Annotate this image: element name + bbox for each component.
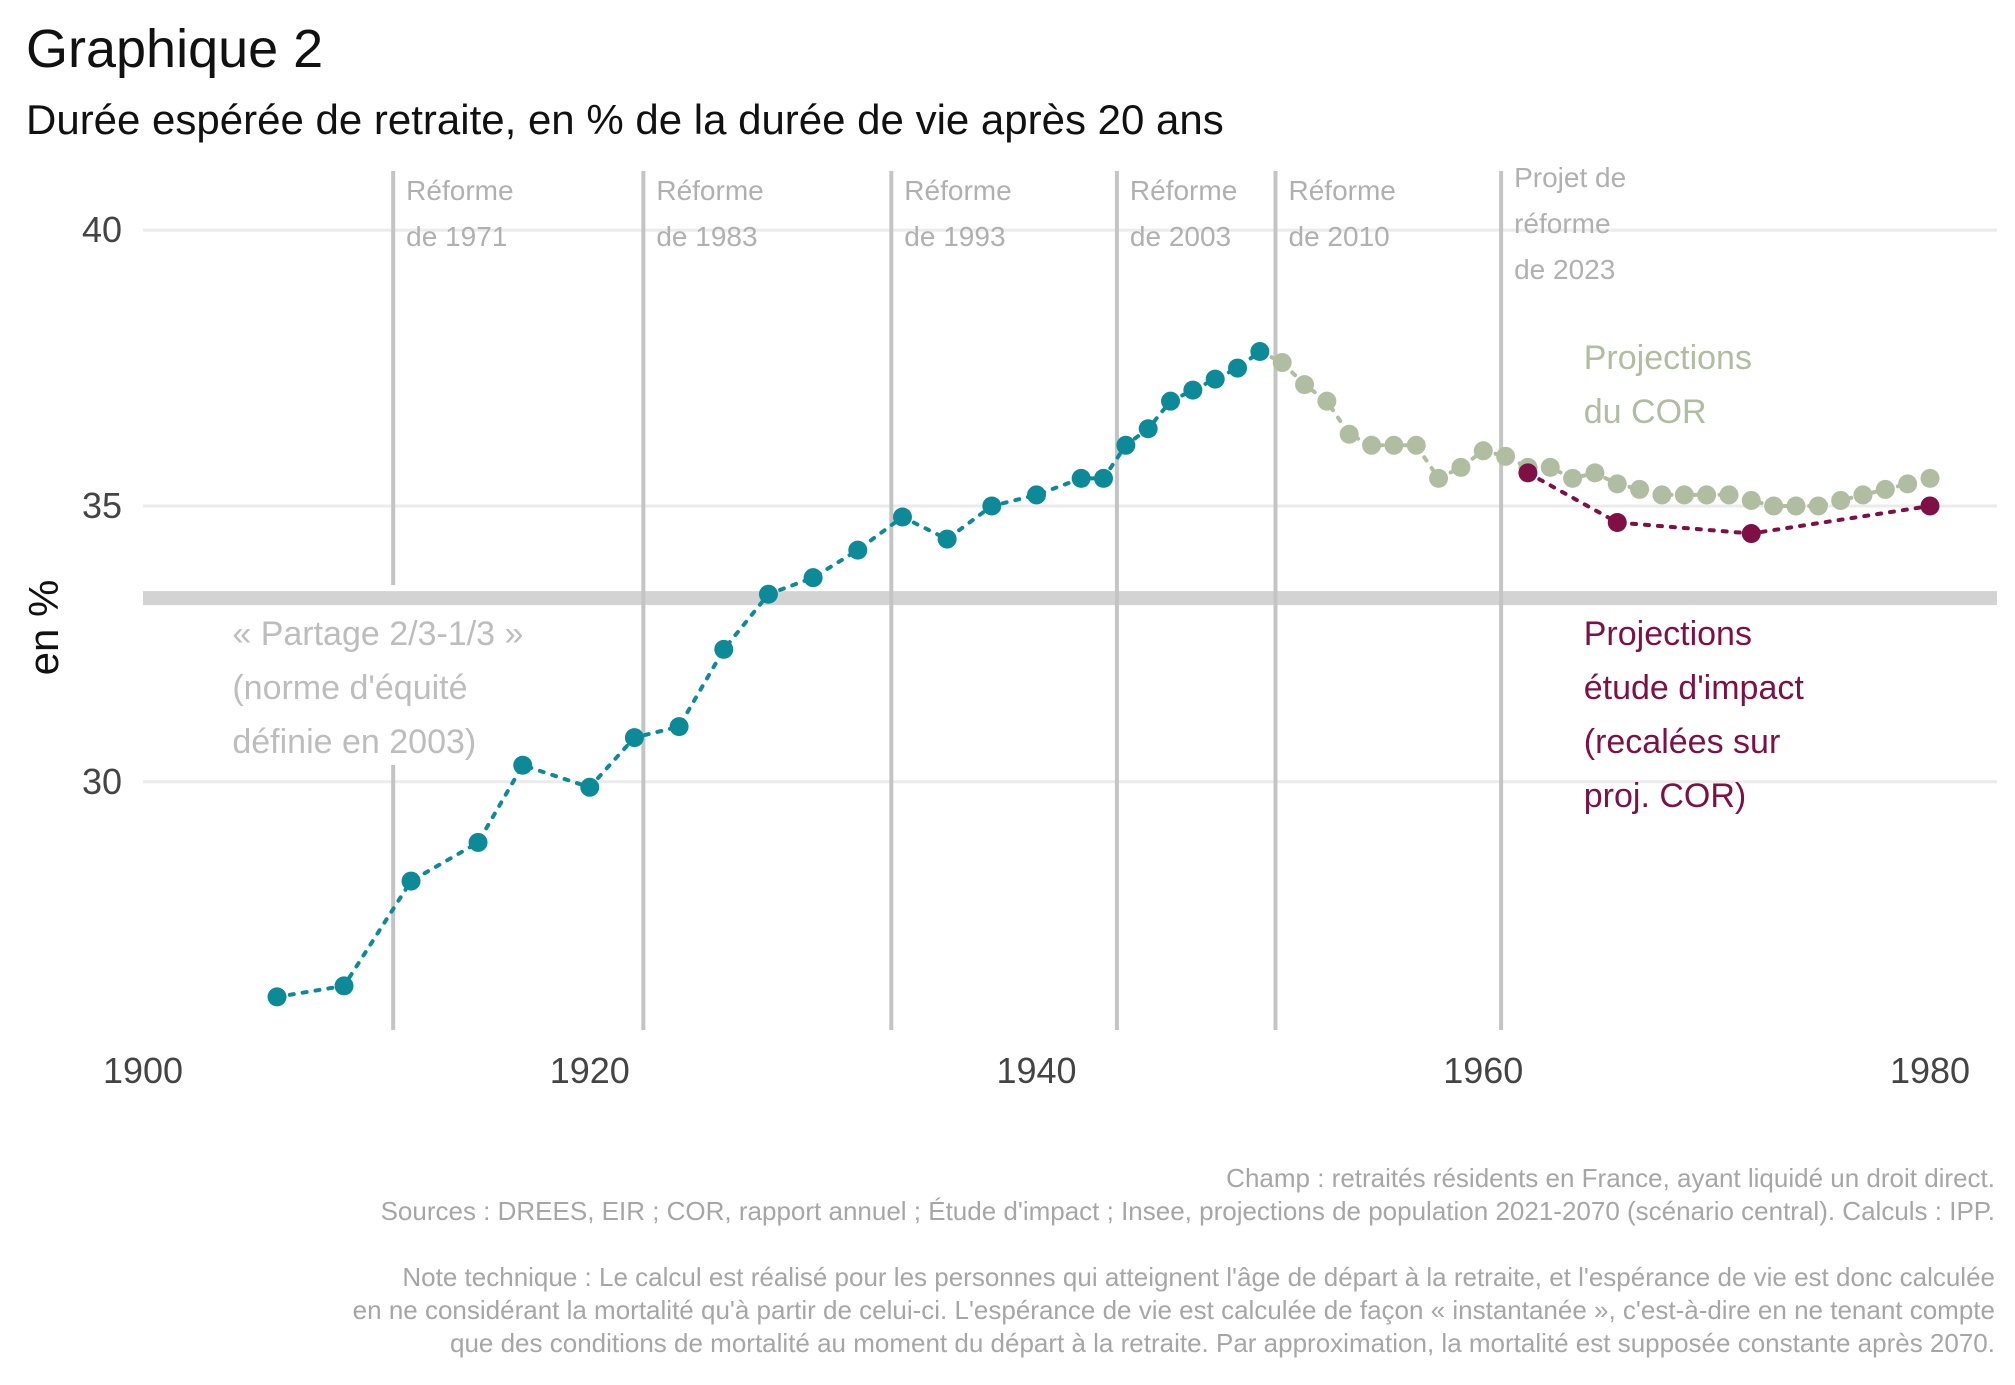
footer-sources: Sources : DREES, EIR ; COR, rapport annu… — [380, 1196, 1995, 1226]
point-observed — [1138, 419, 1158, 439]
point-cor — [1630, 479, 1650, 499]
point-observed — [1116, 435, 1136, 455]
point-cor — [1741, 490, 1761, 510]
reference-lines — [143, 171, 1997, 1030]
point-observed — [714, 639, 734, 659]
point-cor — [1473, 441, 1493, 461]
grid-layer — [143, 228, 1997, 784]
point-observed — [669, 717, 689, 737]
annotation-etude: Projections étude d'impact (recalées sur pr… — [1584, 615, 1805, 815]
point-cor — [1563, 468, 1583, 488]
point-cor — [1406, 435, 1426, 455]
point-observed — [1205, 369, 1225, 389]
footer-champ: Champ : retraités résidents en France, a… — [1226, 1163, 1995, 1193]
point-observed — [1228, 358, 1248, 378]
point-cor — [1384, 435, 1404, 455]
footer-note-3: que des conditions de mortalité au momen… — [449, 1328, 1995, 1358]
point-observed — [267, 987, 287, 1007]
chart-subtitle: Durée espérée de retraite, en % de la du… — [26, 96, 1224, 143]
point-observed — [513, 755, 533, 775]
point-cor — [1786, 496, 1806, 516]
y-tick-label: 40 — [82, 209, 122, 250]
footer-spacer — [35, 1228, 1995, 1261]
point-observed — [803, 568, 823, 588]
x-tick-label: 1960 — [1443, 1050, 1523, 1091]
y-tick-label: 35 — [82, 485, 122, 526]
point-observed — [892, 507, 912, 527]
reform-label: Réforme de 1971 — [406, 175, 513, 252]
point-cor — [1496, 446, 1516, 466]
point-observed — [1183, 380, 1203, 400]
point-cor — [1585, 463, 1605, 483]
point-etude — [1741, 524, 1761, 544]
annotation-norm: « Partage 2/3-1/3 » (norme d'équité défini… — [232, 615, 523, 761]
point-cor — [1875, 479, 1895, 499]
point-cor — [1652, 485, 1672, 505]
point-observed — [1026, 485, 1046, 505]
point-cor — [1808, 496, 1828, 516]
point-observed — [1071, 468, 1091, 488]
chart-footer: Champ : retraités résidents en France, a… — [35, 1162, 1995, 1360]
point-observed — [937, 529, 957, 549]
point-cor — [1853, 485, 1873, 505]
point-cor — [1295, 375, 1315, 395]
point-cor — [1540, 457, 1560, 477]
chart-title: Graphique 2 — [26, 19, 324, 79]
reform-label: Réforme de 2003 — [1130, 175, 1237, 252]
chart-svg: 30 35 40 1900 1920 1940 1960 1980 en % Réforme de … — [20, 162, 1997, 1091]
point-cor — [1362, 435, 1382, 455]
point-observed — [982, 496, 1002, 516]
reform-label: Projet de réforme de 2023 — [1514, 162, 1626, 285]
point-observed — [624, 728, 644, 748]
point-cor — [1831, 490, 1851, 510]
point-cor — [1317, 391, 1337, 411]
point-etude — [1607, 513, 1627, 533]
line-etude — [1525, 470, 1932, 536]
point-cor — [1697, 485, 1717, 505]
point-observed — [1094, 468, 1114, 488]
point-etude — [1920, 496, 1940, 516]
point-observed — [1161, 391, 1181, 411]
x-tick-label: 1940 — [996, 1050, 1076, 1091]
point-observed — [1250, 342, 1270, 362]
point-cor — [1339, 424, 1359, 444]
chart-text: 30 35 40 1900 1920 1940 1960 1980 en % Réforme de … — [20, 162, 1970, 1091]
y-axis-label: en % — [20, 580, 67, 676]
footer-note-2: en ne considérant la mortalité qu'à part… — [352, 1295, 1995, 1325]
reform-label: Réforme de 2010 — [1289, 175, 1396, 252]
point-cor — [1451, 457, 1471, 477]
point-etude — [1518, 463, 1538, 483]
reform-label: Réforme de 1983 — [656, 175, 763, 252]
point-observed — [848, 540, 868, 560]
point-observed — [401, 871, 421, 891]
x-tick-label: 1920 — [550, 1050, 630, 1091]
reform-label: Réforme de 1993 — [904, 175, 1011, 252]
point-cor — [1719, 485, 1739, 505]
point-cor — [1920, 468, 1940, 488]
point-observed — [334, 976, 354, 996]
x-tick-label: 1980 — [1890, 1050, 1970, 1091]
point-cor — [1764, 496, 1784, 516]
point-cor — [1674, 485, 1694, 505]
point-observed — [580, 777, 600, 797]
footer-note-1: Note technique : Le calcul est réalisé p… — [402, 1262, 1995, 1292]
point-cor — [1429, 468, 1449, 488]
point-cor — [1272, 353, 1292, 373]
x-tick-label: 1900 — [103, 1050, 183, 1091]
y-tick-label: 30 — [82, 761, 122, 802]
annotation-cor: Projections du COR — [1584, 339, 1752, 431]
series-points — [267, 342, 1940, 1007]
point-cor — [1607, 474, 1627, 494]
point-observed — [758, 584, 778, 604]
point-observed — [468, 832, 488, 852]
point-cor — [1898, 474, 1918, 494]
